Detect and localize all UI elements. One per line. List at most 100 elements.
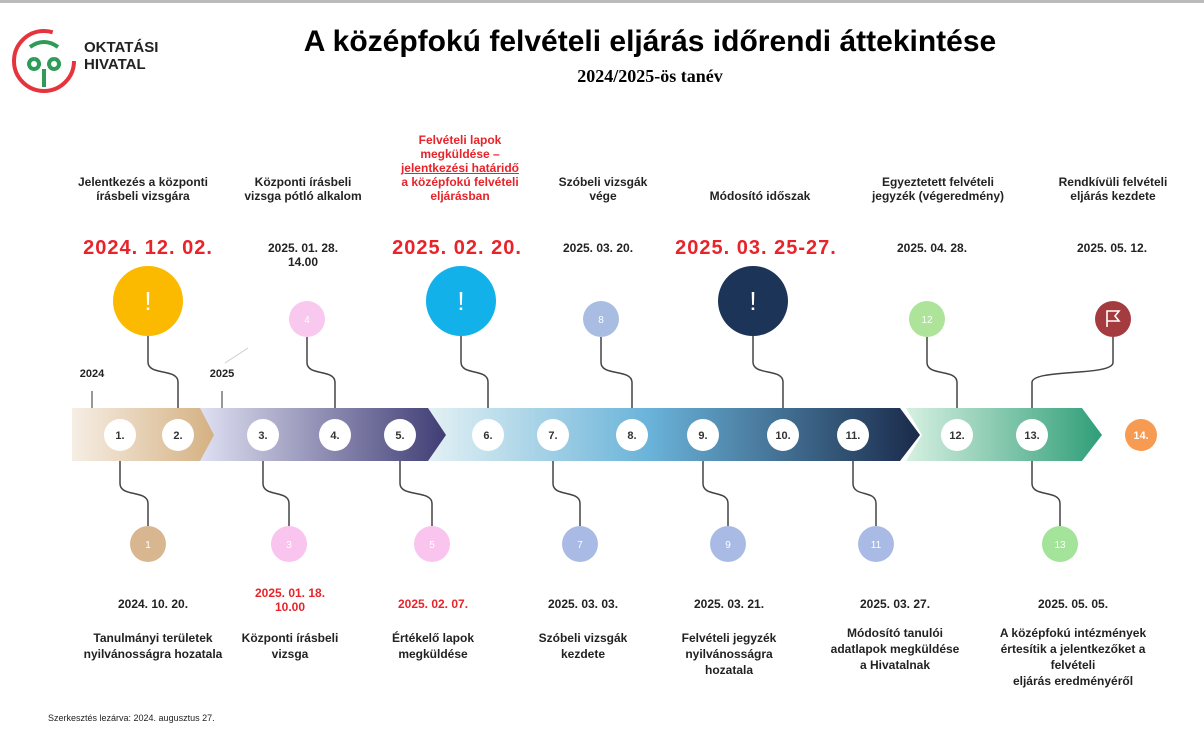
event-title: Módosító időszak: [665, 103, 855, 203]
step-label: 6.: [483, 430, 492, 442]
event-marker: [710, 526, 746, 562]
logo-line: HIVATAL: [84, 56, 146, 73]
date-line: 2025. 03. 21.: [693, 597, 765, 611]
connector: [926, 337, 958, 408]
title-line: Központi írásbeli: [254, 175, 352, 189]
step-label: 7.: [548, 430, 557, 442]
event-marker: [858, 526, 894, 562]
event-date: 2025. 03. 03.: [488, 597, 678, 611]
title-line: adatlapok megküldése: [830, 642, 960, 656]
date-line: 2025. 05. 05.: [1037, 597, 1109, 611]
event-marker: [130, 526, 166, 562]
connector: [752, 336, 784, 408]
title-line: jegyzék (végeredmény): [871, 189, 1005, 203]
connector: [147, 336, 179, 408]
marker-label: 7: [577, 540, 583, 551]
event-date: 2025. 01. 18. 10.00: [195, 586, 385, 614]
event-title: Egyeztetett felvételi jegyzék (végeredmén…: [843, 103, 1033, 203]
step-circle: [837, 419, 869, 451]
connector: [1031, 337, 1114, 408]
event-title: A középfokú intézmények értesítik a jelen…: [978, 625, 1168, 689]
footer: Szerkesztés lezárva: 2024. augusztus 27.: [48, 713, 215, 723]
date-line: 10.00: [274, 600, 306, 614]
step-label: 5.: [395, 430, 404, 442]
date-line: 2025. 03. 25-27.: [675, 237, 837, 259]
event-marker: [1095, 301, 1131, 337]
event-date: 2025. 03. 27.: [800, 597, 990, 611]
year-label: 2025: [209, 368, 235, 380]
step-label: 4.: [330, 430, 339, 442]
event-date: 2025. 03. 21.: [634, 597, 824, 611]
title-line: írásbeli vizsgára: [96, 189, 190, 203]
title-line: értesítik a jelentkezőket a: [1000, 642, 1146, 656]
logo-text: OKTATÁSI HIVATAL: [84, 39, 174, 73]
marker-label: !: [457, 286, 464, 316]
event-marker: [562, 526, 598, 562]
title-line: Módosító időszak: [709, 189, 811, 203]
step-label: 8.: [627, 430, 636, 442]
title-line: nyilvánosságra hozatala: [83, 647, 223, 661]
title-line: eljárás eredményéről: [1012, 674, 1134, 688]
event-title: Tanulmányi területek nyilvánosságra hozat…: [58, 630, 248, 662]
step-circle: [472, 419, 504, 451]
connector: [460, 336, 489, 408]
event-marker: [289, 301, 325, 337]
title-line: megküldése: [398, 647, 468, 661]
event-date: 2025. 02. 20.: [362, 237, 552, 259]
step-label: 1.: [115, 430, 124, 442]
date-line: 2025. 02. 20.: [392, 237, 522, 259]
event-title: Értékelő lapok megküldése: [338, 630, 528, 662]
event-date: 2025. 05. 05.: [978, 597, 1168, 611]
title-line: Szóbeli vizsgák: [538, 631, 628, 645]
step-circle: [537, 419, 569, 451]
connector: [852, 461, 877, 526]
event-marker: [414, 526, 450, 562]
title-line: Rendkívüli felvételi: [1058, 175, 1168, 189]
date-line: 2025. 05. 12.: [1076, 241, 1148, 255]
step-label: 9.: [698, 430, 707, 442]
connector: [262, 461, 290, 526]
event-title: Központi írásbeli vizsga pótló alkalom: [208, 103, 398, 203]
title-line: Központi írásbeli: [241, 631, 339, 645]
event-title: Módosító tanulói adatlapok megküldése a Hi…: [800, 625, 990, 673]
step-circle: [1016, 419, 1048, 451]
title-line: vizsga pótló alkalom: [244, 189, 362, 203]
title-line: Jelentkezés a központi: [77, 175, 209, 189]
connector: [306, 337, 336, 408]
title-line: jelentkezési határidő: [400, 161, 520, 175]
event-marker: [426, 266, 496, 336]
date-line: 14.00: [287, 255, 319, 269]
step-circle: [687, 419, 719, 451]
year-label: 2024: [79, 368, 105, 380]
event-date: 2025. 04. 28.: [837, 241, 1027, 255]
connector: [399, 461, 433, 526]
title-line: felvételi: [1050, 658, 1096, 672]
step-circle: [104, 419, 136, 451]
title-line: eljárásban: [430, 189, 490, 203]
connector: [119, 461, 149, 526]
event-title: Felvételi lapok megküldése – jelentkezési …: [365, 103, 555, 203]
event-marker: [1042, 526, 1078, 562]
title-line: Egyeztetett felvételi: [881, 175, 995, 189]
date-line: 2025. 03. 20.: [562, 241, 634, 255]
marker-label: !: [749, 286, 756, 316]
step-circle: [941, 419, 973, 451]
connector: [702, 461, 729, 526]
step-label: 11.: [846, 430, 861, 442]
step-label: 14.: [1133, 430, 1148, 442]
date-line: 2025. 03. 27.: [859, 597, 931, 611]
marker-label: 3: [286, 540, 292, 551]
date-line: 2024. 10. 20.: [117, 597, 189, 611]
divider: [224, 347, 249, 364]
marker-label: 8: [598, 315, 604, 326]
arrow-segment: [906, 408, 1102, 461]
date-line: 2025. 03. 03.: [547, 597, 619, 611]
marker-label: 13: [1054, 540, 1066, 551]
title-line: Felvételi jegyzék: [681, 631, 777, 645]
event-title: Szóbeli vizsgák kezdete: [488, 630, 678, 662]
event-marker: [718, 266, 788, 336]
title-line: vége: [589, 189, 617, 203]
date-line: 2025. 01. 18.: [254, 586, 326, 600]
arrow-segment: [72, 408, 220, 461]
title-line: a középfokú felvételi: [401, 175, 519, 189]
